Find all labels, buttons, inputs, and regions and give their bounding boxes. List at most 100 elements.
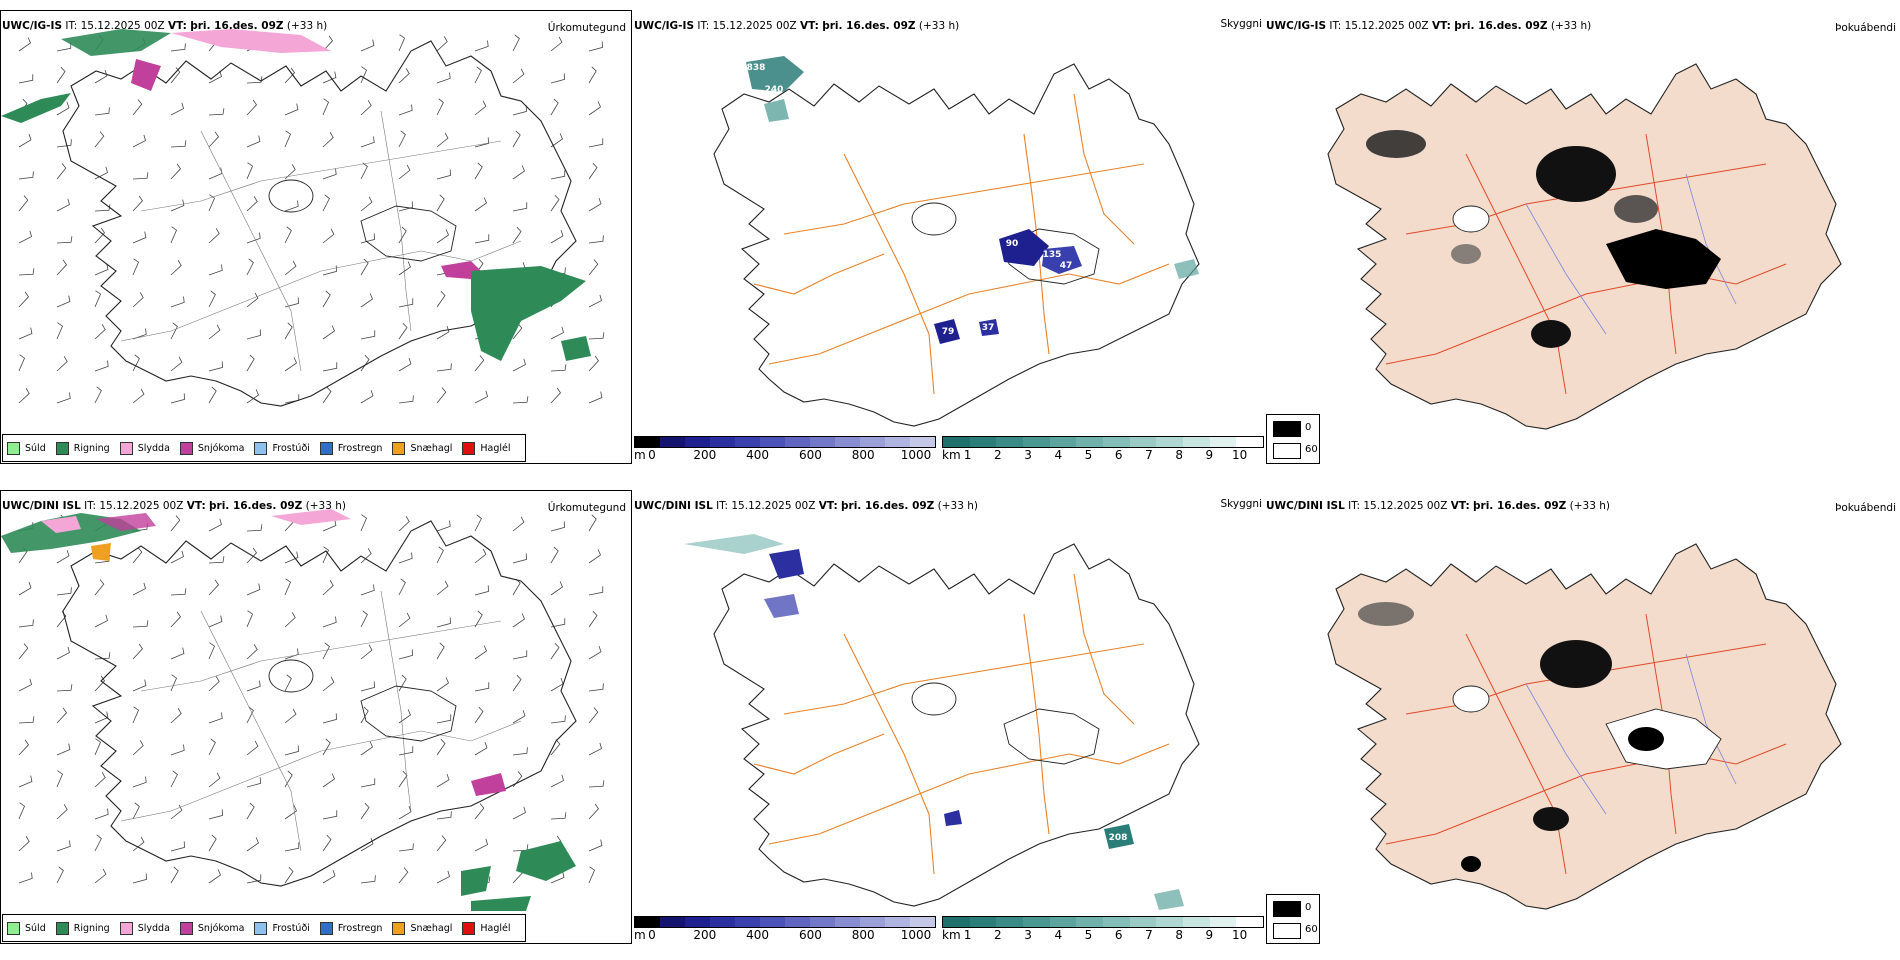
wind-barb	[246, 802, 255, 820]
precip-map-frame	[0, 490, 632, 944]
wind-barb	[322, 168, 337, 180]
vt-value: þri. 16.des. 09Z	[1473, 500, 1567, 512]
wind-barb	[398, 552, 413, 564]
wind-barb	[132, 354, 140, 372]
wind-barb	[322, 616, 337, 628]
legend-label: Frostregn	[337, 922, 383, 934]
wind-barb	[94, 738, 101, 756]
colorbar-tick: 8	[1175, 928, 1183, 942]
wind-barb	[322, 132, 334, 148]
colorbar-segment	[810, 437, 835, 447]
wind-barb	[436, 677, 449, 692]
wind-barb	[56, 392, 71, 404]
wind-barb	[436, 870, 450, 884]
wind-barb	[284, 770, 293, 788]
wind-barb	[208, 108, 225, 116]
colorbar-segment	[1236, 437, 1264, 447]
wind-barb	[94, 834, 102, 852]
wind-barb	[170, 841, 185, 852]
colorbar-m-ticks: 0 200 400 600 800 1000	[634, 928, 934, 944]
precip-areas	[1, 509, 576, 911]
wind-barb	[132, 643, 144, 660]
wind-barb	[398, 843, 414, 852]
wind-barb	[18, 388, 30, 404]
colorbar-tick: 3	[1024, 928, 1032, 942]
wind-barb	[550, 715, 566, 724]
precip-map	[1, 509, 605, 911]
lead-time: (+33 h)	[1550, 20, 1592, 32]
wind-barb	[474, 803, 485, 820]
wind-barb	[170, 102, 184, 116]
road-network	[120, 110, 522, 372]
wind-barb	[18, 872, 33, 884]
colorbar-segment	[969, 917, 997, 927]
model-name: UWC/IG-IS	[1266, 20, 1327, 32]
visibility-panel: UWC/DINI ISL IT: 15.12.2025 00Z VT: þri.…	[634, 490, 1266, 950]
wind-barb	[170, 866, 179, 884]
wind-barb	[208, 676, 220, 692]
it-label: IT:	[1348, 500, 1361, 512]
wind-barb	[436, 194, 445, 212]
wind-barb	[284, 200, 299, 212]
wind-barb	[588, 162, 598, 180]
visibility-title: Skyggni	[1220, 498, 1263, 510]
wind-barb	[550, 194, 560, 212]
fog-areas	[1366, 130, 1721, 348]
precip-areas	[1, 29, 591, 361]
colorbar-tick: 0	[648, 928, 656, 942]
fog-legend-label: 0	[1305, 422, 1312, 433]
river-network	[1525, 653, 1737, 815]
legend-item: Haglél	[462, 921, 511, 935]
precip-type-panel: UWC/IG-IS IT: 15.12.2025 00Z VT: þri. 16…	[0, 10, 632, 470]
panel-header: UWC/IG-IS IT: 15.12.2025 00Z VT: þri. 16…	[1266, 20, 1591, 32]
wind-barb	[132, 776, 147, 788]
wind-barb	[208, 738, 216, 756]
glacier-outline	[360, 205, 457, 262]
lead-time: (+33 h)	[1569, 500, 1610, 512]
colorbar-tick: 2	[993, 928, 1002, 942]
wind-barb	[56, 611, 67, 628]
glacier-outline	[911, 682, 957, 716]
wind-barb	[56, 322, 63, 340]
wind-barb	[436, 36, 448, 52]
it-label: IT:	[716, 500, 729, 512]
colorbar-tick: 1	[963, 448, 972, 462]
legend-label: Frostúði	[272, 922, 310, 934]
colorbar-segment	[635, 437, 660, 447]
wind-barb	[94, 386, 102, 404]
wind-barb	[550, 36, 563, 52]
colorbar-segment	[910, 917, 935, 927]
visibility-panel: UWC/IG-IS IT: 15.12.2025 00Z VT: þri. 16…	[634, 10, 1266, 470]
wind-barb	[436, 617, 451, 628]
wind-barb	[246, 99, 258, 116]
vt-label: VT:	[818, 500, 838, 512]
wind-barb	[360, 584, 375, 596]
panel-header: UWC/IG-IS IT: 15.12.2025 00Z VT: þri. 16…	[634, 20, 959, 32]
wind-barb	[322, 71, 337, 84]
legend-swatch	[7, 441, 20, 455]
wind-barb	[360, 548, 372, 564]
fog-areas	[1358, 602, 1722, 872]
wind-barb	[360, 258, 369, 276]
colorbar-tick: 600	[798, 928, 822, 942]
wind-barb	[56, 684, 73, 692]
colorbar-tick: 10	[1231, 448, 1248, 462]
colorbar-tick: 2	[993, 448, 1002, 462]
wind-barb	[170, 260, 182, 276]
colorbar-tick: 9	[1205, 928, 1214, 942]
wind-barb	[94, 290, 101, 308]
colorbar-tick: 5	[1084, 448, 1093, 462]
wind-barb	[588, 235, 604, 244]
wind-barb	[284, 394, 300, 404]
wind-barb	[170, 226, 177, 244]
colorbar-segment	[943, 437, 970, 447]
colorbar-segment	[785, 437, 810, 447]
visibility-value-label: 838	[747, 63, 766, 73]
wind-barb	[474, 548, 487, 564]
wind-barb	[18, 327, 33, 340]
wind-barb	[360, 389, 374, 404]
legend-item: Súld	[7, 921, 46, 935]
wind-barb	[474, 162, 483, 180]
wind-barb	[246, 547, 258, 564]
wind-barb	[360, 875, 376, 884]
